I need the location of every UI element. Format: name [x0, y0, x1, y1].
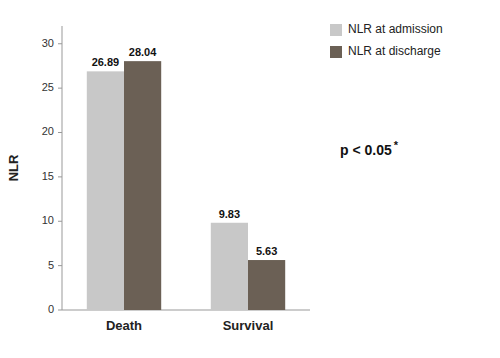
y-tick	[58, 221, 62, 222]
data-label: 9.83	[219, 208, 240, 220]
y-tick	[58, 132, 62, 133]
bars	[87, 61, 285, 310]
annotation-superscript: *	[394, 139, 399, 151]
legend-label: NLR at discharge	[348, 44, 441, 58]
chart: 0 5 10 15 20 25 30 NLR 26.89 9.83 28.04 5.63 Death Su…	[0, 0, 500, 358]
data-label: 28.04	[129, 46, 157, 58]
y-tick-label: 20	[42, 125, 54, 137]
bar	[211, 223, 248, 310]
legend-swatch	[330, 46, 342, 58]
bar	[87, 71, 124, 310]
annotation-text: p < 0.05	[340, 142, 392, 158]
annotation: p < 0.05*	[340, 139, 399, 158]
data-labels: 26.89 9.83 28.04 5.63	[92, 46, 278, 257]
legend-label: NLR at admission	[348, 22, 443, 36]
y-tick-label: 10	[42, 214, 54, 226]
y-axis-label: NLR	[6, 154, 21, 181]
y-tick	[58, 176, 62, 177]
legend-swatch	[330, 24, 342, 36]
y-tick	[58, 310, 62, 311]
y-tick-label: 0	[48, 303, 54, 315]
bar	[248, 260, 285, 310]
y-tick	[58, 43, 62, 44]
y-tick-label: 30	[42, 37, 54, 49]
y-tick	[58, 88, 62, 89]
legend: NLR at admission NLR at discharge	[330, 22, 443, 58]
y-tick-label: 25	[42, 81, 54, 93]
y-tick-label: 15	[42, 170, 54, 182]
y-axis-line	[62, 26, 63, 310]
x-tick-label: Survival	[223, 318, 274, 333]
y-axis: 0 5 10 15 20 25 30	[42, 26, 62, 315]
bar	[124, 61, 161, 310]
y-tick	[58, 265, 62, 266]
y-tick-label: 5	[48, 259, 54, 271]
data-label: 26.89	[92, 56, 120, 68]
x-tick-label: Death	[106, 318, 142, 333]
data-label: 5.63	[256, 245, 277, 257]
